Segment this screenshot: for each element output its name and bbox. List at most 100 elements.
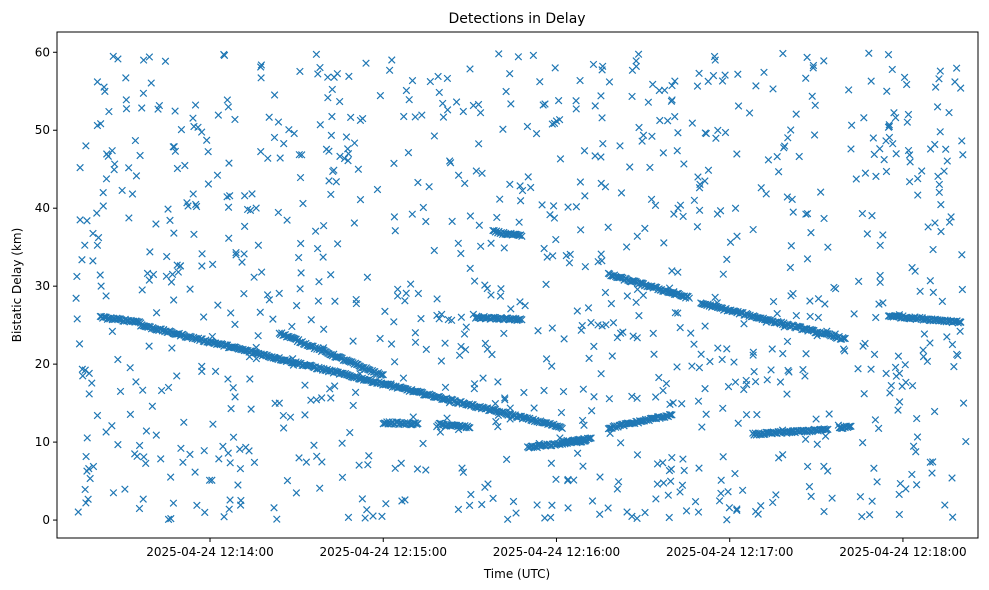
data-point-274	[324, 93, 332, 102]
data-point-599	[307, 316, 315, 324]
data-point-40	[505, 69, 514, 78]
data-point-911	[540, 244, 548, 253]
data-point-819	[803, 462, 812, 471]
y-tick-label-0: 0	[42, 513, 50, 527]
data-point-890	[594, 321, 602, 329]
data-point-1877	[840, 334, 848, 343]
y-tick-label-4: 40	[35, 201, 50, 215]
data-point-541	[466, 264, 474, 273]
data-point-898	[597, 179, 605, 188]
data-point-742	[311, 227, 320, 235]
data-point-337	[714, 344, 722, 352]
data-point-798	[850, 310, 858, 318]
data-point-782	[875, 300, 883, 308]
data-point-81	[179, 458, 187, 467]
data-point-429	[587, 318, 595, 327]
data-point-947	[220, 51, 229, 60]
data-point-455	[614, 478, 623, 486]
data-point-935	[102, 428, 110, 436]
data-point-849	[518, 186, 527, 195]
data-point-629	[102, 292, 110, 300]
data-point-580	[888, 139, 897, 148]
data-point-723	[808, 92, 816, 100]
data-point-873	[114, 55, 122, 63]
data-point-189	[82, 452, 90, 461]
data-point-203	[385, 66, 394, 75]
data-point-328	[820, 462, 828, 471]
data-point-586	[552, 235, 560, 244]
data-point-709	[132, 378, 140, 386]
data-point-593	[139, 89, 148, 98]
data-point-406	[920, 330, 929, 338]
data-point-224	[315, 484, 324, 492]
data-point-158	[161, 57, 170, 66]
data-point-11	[723, 345, 731, 353]
data-point-603	[802, 74, 810, 82]
data-point-726	[548, 324, 557, 332]
data-point-622	[812, 415, 820, 423]
data-point-610	[844, 86, 853, 94]
data-point-776	[349, 401, 357, 410]
data-point-662	[688, 362, 696, 370]
data-point-97	[186, 285, 194, 293]
data-point-1086	[206, 337, 215, 346]
data-point-175	[717, 489, 725, 498]
data-point-647	[554, 96, 563, 105]
data-point-43	[83, 217, 91, 225]
data-point-8	[257, 147, 265, 156]
data-point-707	[648, 132, 656, 141]
data-point-869	[391, 464, 399, 473]
data-point-226	[220, 513, 228, 521]
data-point-805	[302, 458, 311, 466]
data-point-605	[526, 183, 535, 192]
data-point-594	[785, 368, 793, 376]
data-point-745	[948, 513, 957, 521]
data-point-816	[124, 164, 133, 172]
chart-title: Detections in Delay	[448, 11, 585, 27]
data-point-339	[726, 238, 735, 246]
data-point-403	[494, 422, 502, 431]
data-point-884	[565, 259, 574, 267]
data-point-216	[929, 288, 938, 297]
data-point-76	[496, 292, 505, 300]
data-point-100	[585, 354, 593, 363]
data-point-464	[436, 428, 445, 436]
data-point-525	[73, 272, 81, 281]
y-tick-label-6: 60	[35, 45, 50, 59]
data-point-607	[626, 163, 634, 171]
data-point-1	[634, 50, 643, 58]
data-point-604	[231, 320, 239, 329]
data-point-38	[470, 277, 479, 285]
data-point-401	[135, 504, 144, 513]
data-point-240	[784, 134, 792, 142]
data-point-462	[622, 243, 631, 251]
data-point-538	[935, 75, 943, 83]
data-point-576	[141, 459, 150, 468]
data-point-810	[905, 151, 914, 159]
data-point-592	[546, 210, 554, 219]
data-point-936	[108, 422, 116, 430]
data-point-267	[635, 123, 643, 132]
data-point-714	[152, 309, 161, 317]
data-point-835	[105, 107, 113, 116]
data-point-612	[813, 440, 822, 448]
data-point-201	[126, 410, 135, 419]
data-point-128	[698, 423, 706, 431]
data-point-706	[733, 505, 741, 513]
data-point-536	[391, 227, 399, 235]
data-point-673	[142, 427, 151, 435]
data-point-520	[166, 473, 175, 481]
data-point-291	[79, 372, 87, 380]
data-point-138	[515, 218, 523, 226]
data-point-99	[693, 222, 702, 231]
data-point-787	[186, 450, 194, 459]
data-point-988	[956, 84, 965, 92]
data-point-364	[351, 388, 360, 397]
data-point-886	[145, 276, 154, 284]
plot-area-frame	[56, 31, 979, 539]
data-point-944	[183, 199, 191, 207]
data-point-445	[274, 118, 283, 126]
data-point-83	[697, 350, 705, 358]
data-point-425	[274, 208, 283, 217]
data-point-889	[81, 241, 89, 249]
